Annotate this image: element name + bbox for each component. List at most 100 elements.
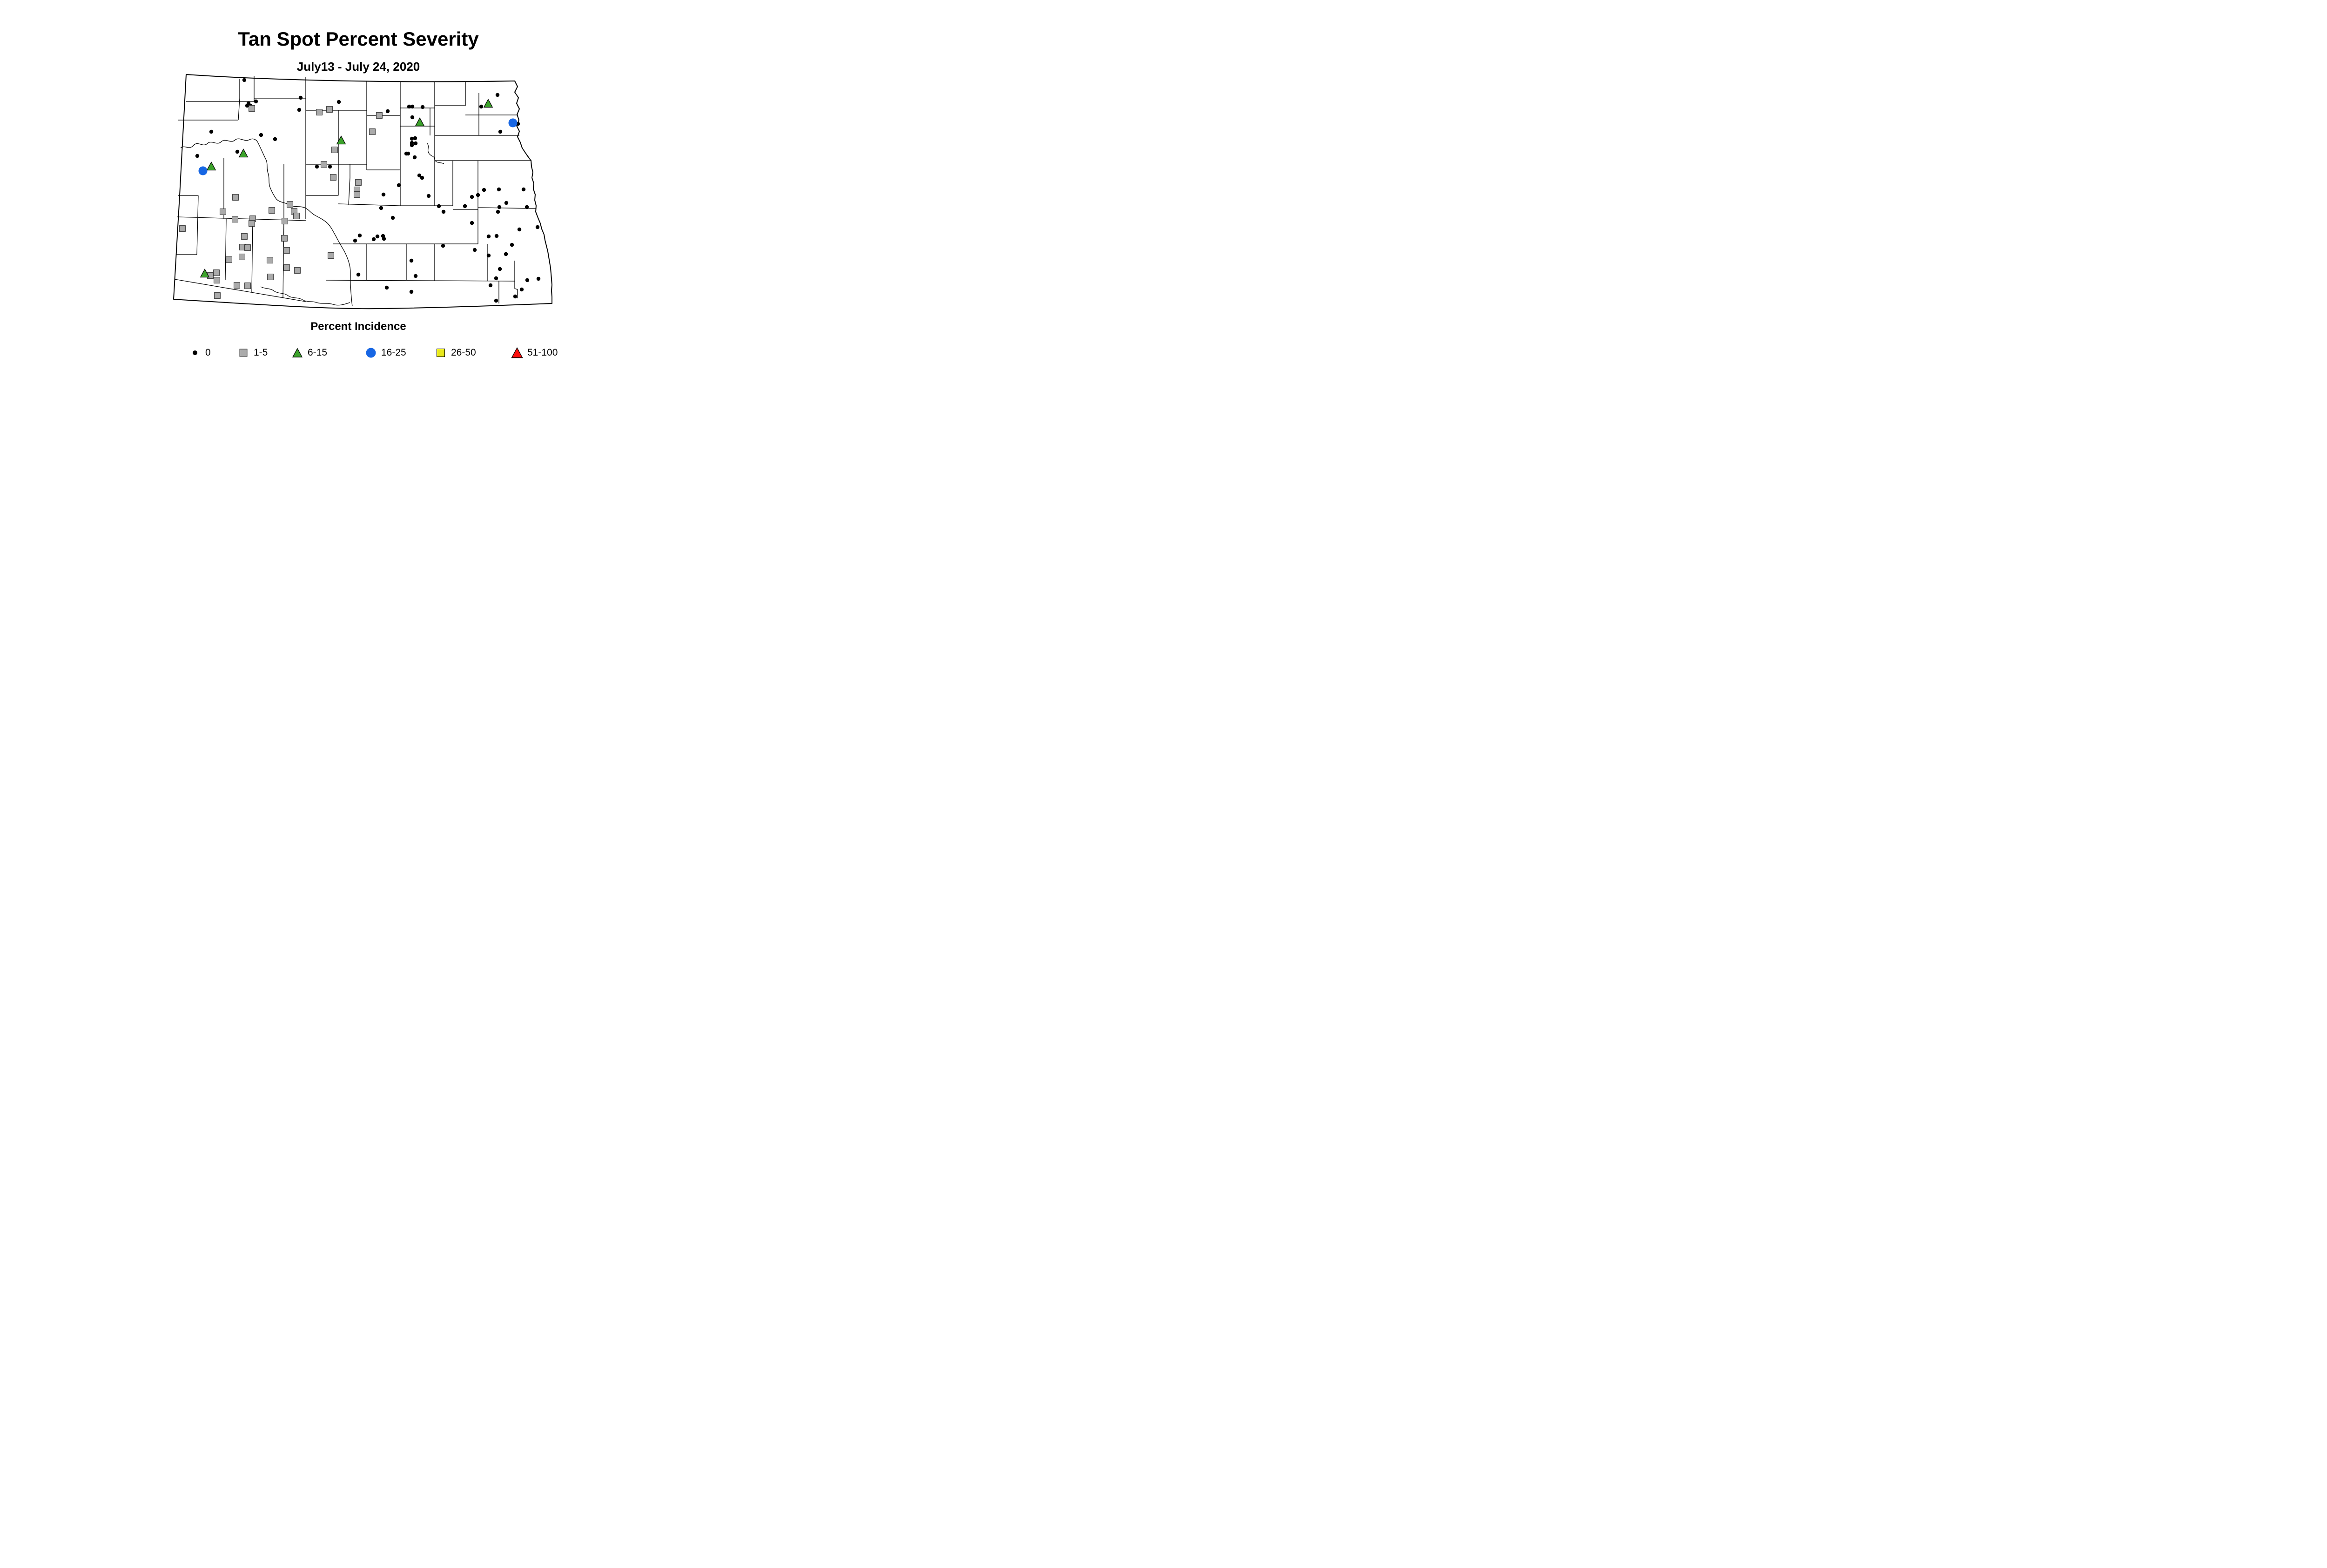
marker-square-1-5	[294, 267, 301, 274]
marker-dot-0	[441, 209, 446, 214]
marker-dot-0	[420, 105, 425, 109]
marker-dot-0	[525, 278, 530, 283]
legend-label: 26-50	[451, 347, 476, 358]
marker-dot-0	[356, 272, 361, 277]
missouri-river	[180, 138, 353, 307]
state-outline	[173, 74, 552, 310]
marker-dot-0	[486, 253, 491, 258]
marker-triangle-6-15	[415, 117, 425, 127]
marker-dot-0	[496, 209, 500, 214]
severity-markers-layer	[179, 78, 541, 303]
marker-dot-0	[397, 183, 401, 188]
marker-dot-0	[385, 109, 390, 114]
marker-dot-0	[495, 93, 500, 97]
marker-dot-0	[482, 188, 486, 192]
legend-item-16-25: 16-25	[364, 343, 406, 363]
legend-swatch-square	[437, 349, 445, 357]
county-borders	[174, 76, 536, 303]
marker-dot-0	[497, 187, 501, 192]
marker-dot-0	[336, 100, 341, 104]
marker-square-1-5	[283, 264, 290, 271]
marker-dot-0	[382, 236, 386, 241]
marker-square-1-5	[354, 191, 360, 198]
marker-triangle-6-15	[336, 135, 346, 145]
marker-square-1-5	[328, 252, 334, 259]
legend-label: 6-15	[308, 347, 328, 358]
legend-square-icon	[239, 349, 248, 357]
marker-square-1-5	[226, 256, 232, 263]
legend-item-1-5: 1-5	[236, 343, 268, 363]
page-title: Tan Spot Percent Severity	[238, 28, 479, 50]
marker-dot-0	[371, 237, 376, 242]
marker-dot-0	[413, 274, 418, 278]
marker-square-1-5	[244, 244, 251, 251]
page-subtitle: July13 - July 24, 2020	[296, 60, 420, 74]
marker-square-1-5	[369, 128, 376, 135]
marker-dot-0	[420, 175, 424, 180]
marker-dot-0	[409, 289, 414, 294]
marker-dot-0	[254, 99, 258, 104]
marker-dot-0	[494, 234, 499, 238]
marker-dot-0	[273, 137, 277, 141]
marker-dot-0	[315, 164, 319, 169]
marker-square-1-5	[321, 161, 327, 168]
legend-swatch-triangle	[292, 348, 303, 357]
marker-square-1-5	[282, 218, 288, 224]
marker-dot-0	[375, 234, 380, 239]
marker-square-1-5	[241, 233, 248, 240]
marker-square-1-5	[214, 277, 220, 283]
marker-dot-0	[417, 173, 422, 178]
marker-dot-0	[519, 287, 524, 292]
marker-dot-0	[353, 238, 357, 243]
legend-label: 0	[205, 347, 211, 358]
marker-dot-0	[410, 143, 414, 148]
nd-county-map	[173, 74, 552, 310]
marker-square-1-5	[326, 106, 333, 113]
marker-dot-0	[517, 227, 522, 232]
marker-square-1-5	[355, 179, 362, 186]
marker-dot-0	[513, 294, 518, 299]
marker-dot-0	[494, 298, 498, 303]
marker-square-1-5	[214, 292, 221, 299]
marker-dot-0	[409, 258, 414, 263]
marker-square-1-5	[293, 213, 300, 219]
marker-dot-0	[437, 204, 441, 209]
marker-dot-0	[504, 201, 509, 205]
legend-item-6-15: 6-15	[290, 343, 327, 363]
marker-dot-0	[413, 141, 418, 146]
marker-dot-0	[242, 78, 247, 82]
marker-square-1-5	[179, 225, 186, 232]
marker-dot-0	[413, 136, 417, 141]
marker-square-1-5	[330, 174, 336, 181]
marker-dot-0	[297, 108, 302, 112]
marker-dot-0	[390, 215, 395, 220]
marker-triangle-6-15	[200, 269, 210, 278]
marker-dot-0	[298, 95, 303, 100]
marker-dot-0	[407, 104, 411, 109]
marker-dot-0	[384, 285, 389, 290]
marker-square-1-5	[213, 269, 220, 276]
marker-dot-0	[472, 248, 477, 252]
cannonball-river	[260, 286, 350, 306]
legend-item-0: 0	[188, 343, 211, 363]
marker-dot-0	[410, 104, 415, 109]
marker-dot-0	[441, 243, 445, 248]
legend-label: 51-100	[527, 347, 558, 358]
marker-square-1-5	[283, 247, 290, 254]
marker-square-1-5	[376, 112, 383, 119]
legend-item-26-50: 26-50	[434, 343, 476, 363]
marker-square-1-5	[267, 274, 274, 280]
marker-dot-0	[498, 267, 502, 271]
marker-dot-0	[406, 151, 410, 156]
marker-dot-0	[535, 225, 540, 229]
marker-square-1-5	[269, 207, 275, 214]
legend-triangle-icon	[511, 347, 523, 358]
marker-dot-0	[525, 205, 529, 209]
marker-square-1-5	[316, 109, 323, 115]
marker-dot-0	[536, 276, 541, 281]
marker-dot-0	[381, 192, 386, 197]
marker-dot-0	[357, 233, 362, 238]
marker-dot-0	[498, 129, 503, 134]
marker-dot-0	[463, 204, 467, 209]
marker-dot-0	[521, 187, 526, 192]
